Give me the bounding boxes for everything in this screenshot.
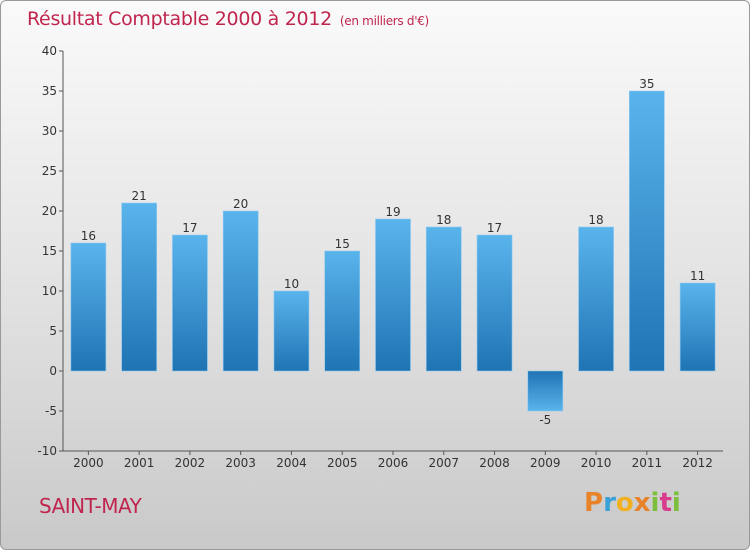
bar-2012 — [679, 282, 716, 372]
chart-value-labels: 16 21 17 20 10 15 19 18 17 -5 18 35 11 — [81, 77, 706, 427]
bar-2004 — [273, 290, 310, 372]
y-tick-label: -10 — [37, 444, 57, 458]
x-tick-label-2011: 2011 — [632, 456, 663, 470]
logo-letter: P — [584, 488, 604, 518]
chart-axes: -10 -5 0 5 10 15 20 25 30 35 40 2000 2001 2002 2003 200… — [37, 44, 723, 470]
y-tick-label: 15 — [42, 244, 57, 258]
value-label-2000: 16 — [81, 229, 96, 243]
bar-2011 — [629, 90, 665, 372]
bar-2010 — [578, 226, 614, 372]
x-tick-label-2003: 2003 — [225, 456, 256, 470]
value-label-2008: 17 — [487, 221, 502, 235]
value-label-2011: 35 — [639, 77, 654, 91]
x-tick-label-2001: 2001 — [124, 456, 155, 470]
chart-subtitle: (en milliers d'€) — [339, 14, 429, 28]
x-tick-label-2007: 2007 — [428, 456, 459, 470]
y-tick-label: 40 — [42, 44, 57, 58]
x-tick-label-2008: 2008 — [479, 456, 510, 470]
value-label-2010: 18 — [588, 213, 603, 227]
y-tick-label: -5 — [45, 404, 57, 418]
chart-title: Résultat Comptable 2000 à 2012 (en millie… — [27, 8, 429, 30]
bar-2001 — [121, 202, 157, 372]
x-tick-label-2009: 2009 — [530, 456, 561, 470]
x-tick-label-2002: 2002 — [175, 456, 206, 470]
value-label-2012: 11 — [690, 269, 705, 283]
bar-2003 — [222, 210, 259, 372]
value-label-2007: 18 — [436, 213, 451, 227]
chart-title-text: Résultat Comptable 2000 à 2012 — [27, 8, 332, 30]
x-tick-label-2000: 2000 — [73, 456, 104, 470]
y-tick-label: 5 — [49, 324, 57, 338]
logo-letter: t — [659, 488, 672, 518]
value-label-2009: -5 — [539, 413, 551, 427]
x-tick-label-2006: 2006 — [378, 456, 409, 470]
y-tick-label: 0 — [49, 364, 57, 378]
y-tick-label: 25 — [42, 164, 57, 178]
bar-2009 — [527, 370, 564, 412]
x-tick-label-2004: 2004 — [276, 456, 307, 470]
x-tick-label-2005: 2005 — [327, 456, 358, 470]
logo-letter: x — [633, 488, 651, 518]
y-tick-label: 10 — [42, 284, 57, 298]
value-label-2006: 19 — [385, 205, 400, 219]
value-label-2001: 21 — [132, 189, 147, 203]
place-name: SAINT-MAY — [39, 494, 142, 518]
bar-2002 — [172, 234, 208, 372]
bar-2007 — [425, 226, 462, 372]
value-label-2004: 10 — [284, 277, 299, 291]
bar-2000 — [70, 242, 107, 372]
bar-2006 — [375, 218, 411, 372]
logo-letter: o — [615, 488, 634, 518]
y-tick-label: 30 — [42, 124, 57, 138]
logo-letter: r — [603, 488, 616, 518]
chart-bars — [70, 90, 716, 412]
y-tick-label: 35 — [42, 84, 57, 98]
bar-2005 — [324, 250, 361, 372]
value-label-2002: 17 — [182, 221, 197, 235]
y-tick-label: 20 — [42, 204, 57, 218]
value-label-2003: 20 — [233, 197, 248, 211]
x-tick-label-2010: 2010 — [581, 456, 612, 470]
logo-letter: i — [671, 488, 681, 518]
value-label-2005: 15 — [335, 237, 350, 251]
logo-letter: i — [650, 488, 660, 518]
proxiti-logo[interactable]: Proxiti — [584, 488, 681, 518]
bar-2008 — [476, 234, 513, 372]
x-tick-label-2012: 2012 — [682, 456, 713, 470]
